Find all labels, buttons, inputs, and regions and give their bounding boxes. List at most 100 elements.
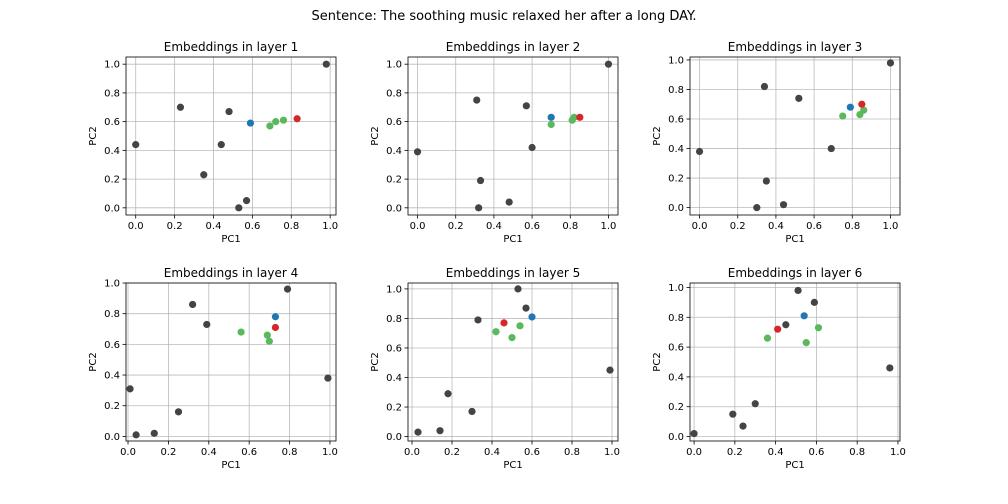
- y-tick-label: 0.6: [386, 117, 402, 128]
- point-green: [570, 113, 578, 121]
- x-tick-label: 0.8: [562, 221, 578, 232]
- point-gray: [473, 96, 481, 104]
- point-gray: [324, 374, 332, 382]
- point-gray: [242, 197, 251, 205]
- y-tick-label: 0.4: [668, 144, 684, 155]
- y-tick-label: 0.0: [104, 203, 120, 214]
- x-tick-label: 0.6: [244, 221, 260, 232]
- point-green: [814, 324, 823, 332]
- y-tick-label: 0.2: [104, 401, 120, 412]
- x-tick-label: 0.2: [167, 221, 183, 232]
- point-gray: [132, 431, 140, 439]
- point-green: [265, 337, 273, 345]
- plot-frame: [407, 56, 619, 216]
- y-tick-label: 1.0: [668, 55, 684, 66]
- point-gray: [476, 176, 485, 185]
- point-green: [763, 334, 772, 342]
- y-tick-label: 0.2: [386, 175, 402, 186]
- x-tick-label: 0.0: [128, 221, 144, 232]
- point-green: [263, 331, 271, 339]
- point-gray: [322, 60, 330, 68]
- x-tick-label: 1.0: [322, 221, 338, 232]
- point-red: [293, 115, 301, 123]
- x-tick-label: 0.4: [768, 221, 784, 232]
- x-tick-label: 0.0: [692, 221, 708, 232]
- point-gray: [468, 407, 476, 416]
- y-axis-label: PC2: [370, 126, 381, 145]
- x-axis-label: PC1: [221, 460, 240, 471]
- y-tick-label: 0.4: [104, 371, 120, 382]
- y-tick-label: 0.0: [668, 203, 684, 214]
- point-gray: [782, 321, 790, 329]
- subplot-layer-2: 0.0 0.2 0.4 0.6 0.8 1.0 0.0 0.2 0.4 0.6 0.8 1.0 Embe…: [370, 40, 619, 245]
- point-gray: [235, 204, 243, 212]
- point-gray: [436, 427, 444, 435]
- point-green: [860, 106, 868, 114]
- point-gray: [779, 201, 788, 209]
- point-gray: [174, 408, 183, 416]
- x-tick-label: 0.8: [844, 221, 860, 232]
- point-gray: [795, 94, 803, 102]
- point-red: [858, 100, 866, 108]
- point-gray: [794, 286, 802, 295]
- y-tick-label: 1.0: [668, 283, 684, 294]
- point-red: [271, 323, 280, 332]
- y-tick-label: 1.0: [104, 60, 120, 71]
- subplot-title: Embeddings in layer 5: [446, 266, 580, 280]
- point-gray: [753, 204, 761, 212]
- y-tick-label: 0.2: [668, 402, 684, 413]
- point-gray: [760, 82, 769, 91]
- x-tick-label: 0.4: [206, 221, 222, 232]
- plot-frame: [125, 282, 337, 442]
- point-gray: [126, 385, 134, 393]
- y-tick-label: 0.4: [386, 146, 402, 157]
- point-gray: [522, 102, 530, 110]
- point-gray: [810, 298, 818, 306]
- point-gray: [604, 60, 613, 68]
- y-tick-label: 0.0: [386, 432, 402, 443]
- plot-frame: [407, 282, 619, 442]
- point-green: [237, 328, 245, 336]
- y-tick-label: 1.0: [386, 60, 402, 71]
- x-tick-label: 0.4: [484, 447, 500, 458]
- x-tick-label: 0.6: [524, 447, 540, 458]
- point-gray: [762, 177, 770, 185]
- point-gray: [225, 107, 233, 116]
- point-gray: [827, 144, 835, 153]
- y-tick-label: 0.6: [104, 117, 120, 128]
- x-tick-label: 0.8: [564, 447, 580, 458]
- point-gray: [528, 143, 536, 152]
- point-blue: [846, 103, 854, 111]
- point-gray: [474, 316, 482, 324]
- point-gray: [606, 366, 614, 374]
- point-green: [508, 334, 516, 342]
- point-red: [500, 319, 508, 327]
- point-blue: [246, 119, 255, 127]
- subplot-layer-6: 0.0 0.2 0.4 0.6 0.8 1.0 0.0 0.2 0.4 0.6 0.8 1.0 Embe…: [652, 266, 906, 471]
- y-tick-label: 0.4: [104, 146, 120, 157]
- point-blue: [528, 313, 536, 321]
- y-tick-label: 0.4: [668, 372, 684, 383]
- point-gray: [695, 147, 704, 156]
- plot-frame: [689, 56, 901, 216]
- x-tick-label: 0.8: [283, 221, 299, 232]
- y-tick-label: 0.8: [104, 88, 120, 99]
- x-tick-label: 0.6: [806, 221, 822, 232]
- point-gray: [176, 103, 185, 111]
- x-tick-label: 0.6: [808, 447, 824, 458]
- x-tick-label: 0.0: [686, 447, 702, 458]
- x-tick-label: 0.8: [849, 447, 865, 458]
- x-tick-label: 1.0: [890, 447, 906, 458]
- point-blue: [271, 313, 280, 321]
- y-tick-label: 0.6: [668, 343, 684, 354]
- y-tick-label: 0.2: [668, 174, 684, 185]
- y-axis-label: PC2: [652, 126, 663, 145]
- x-axis-label: PC1: [503, 234, 522, 245]
- y-axis-label: PC2: [88, 352, 99, 371]
- y-axis-label: PC2: [370, 352, 381, 371]
- point-green: [802, 339, 810, 347]
- x-axis-label: PC1: [785, 460, 804, 471]
- subplot-layer-3: 0.0 0.2 0.4 0.6 0.8 1.0 0.0 0.2 0.4 0.6 0.8 1.0 Embe…: [652, 40, 901, 245]
- point-gray: [886, 364, 894, 372]
- point-gray: [189, 300, 197, 309]
